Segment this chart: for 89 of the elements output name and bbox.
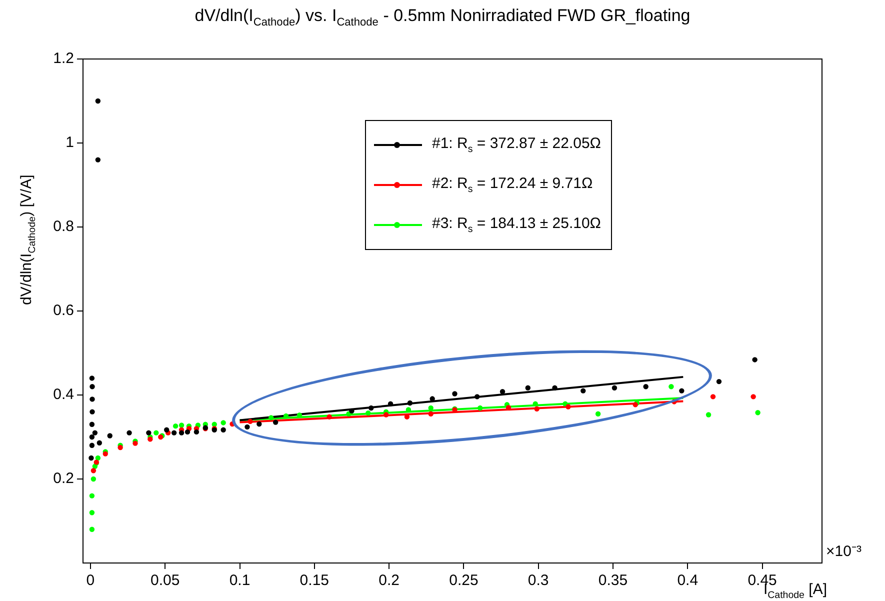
point	[452, 391, 458, 396]
point	[706, 412, 712, 418]
point	[178, 430, 184, 436]
point	[95, 455, 101, 461]
point	[566, 404, 571, 410]
point	[90, 384, 95, 390]
point	[95, 157, 101, 162]
point	[430, 396, 435, 402]
x-tick-label: 0.2	[378, 572, 400, 590]
point	[580, 388, 586, 394]
point	[172, 423, 178, 429]
point	[679, 388, 684, 394]
x-tick-label: 0.15	[300, 572, 330, 590]
point	[366, 410, 371, 416]
point	[88, 455, 94, 461]
y-tick-label: 1	[66, 134, 74, 152]
point	[388, 401, 394, 406]
point	[146, 430, 152, 436]
point	[95, 98, 101, 104]
point	[89, 376, 95, 381]
point	[89, 510, 95, 516]
point	[248, 418, 253, 424]
point	[268, 415, 274, 420]
point	[752, 357, 758, 362]
x-tick-label: 0.4	[677, 572, 698, 590]
point	[474, 394, 480, 400]
point	[90, 476, 96, 482]
point	[126, 430, 132, 436]
point	[668, 384, 674, 390]
point	[283, 413, 289, 419]
point	[407, 400, 413, 406]
text: ×10⁻³	[826, 542, 862, 560]
x-tick-label: 0	[86, 572, 95, 590]
point	[612, 385, 618, 390]
x-tick-label: 0.35	[598, 572, 628, 590]
point	[368, 405, 374, 411]
point	[96, 440, 102, 446]
y-tick-label: 0.8	[53, 218, 74, 236]
x-tick-label: 0.3	[528, 572, 549, 590]
point	[428, 411, 434, 416]
point	[171, 430, 177, 436]
point	[89, 422, 95, 427]
point	[184, 429, 190, 435]
point	[107, 433, 112, 438]
legend-label: #1: R$_{s}$ = 372.87 ± 22.05Ω	[432, 135, 602, 155]
legend-label: #2: R$_{s}$ = 172.24 ± 9.71Ω	[432, 175, 593, 195]
point	[220, 420, 226, 426]
point	[89, 493, 95, 498]
x-tick-label: 0.05	[150, 572, 180, 590]
point	[532, 401, 538, 406]
point	[716, 378, 722, 384]
chart-title: dV/dln(I$_{Cathode}$) vs. I$_{Cathode}$ - 0.5mm Nonirradiated FWD GR_floating	[194, 6, 692, 28]
legend-label: #3: R$_{s}$ = 184.13 ± 25.10Ω	[432, 215, 602, 235]
y-tick-label: 0.4	[53, 386, 74, 404]
point	[755, 410, 760, 416]
point	[89, 442, 95, 448]
point	[552, 385, 558, 390]
point	[89, 434, 95, 440]
point	[244, 424, 250, 430]
point	[256, 421, 262, 427]
point	[326, 414, 332, 420]
point	[148, 436, 153, 442]
point	[118, 444, 123, 450]
point	[525, 385, 530, 390]
point	[349, 408, 354, 414]
y-tick-label: 0.6	[53, 302, 74, 320]
point	[178, 422, 184, 428]
point	[194, 429, 200, 435]
point	[92, 430, 98, 436]
point	[710, 394, 716, 400]
point	[90, 409, 95, 414]
y-tick-label: 0.2	[53, 470, 74, 488]
point	[154, 430, 159, 436]
point	[272, 420, 278, 425]
point	[534, 406, 540, 412]
point	[478, 405, 483, 411]
point	[383, 412, 389, 418]
point	[89, 526, 95, 532]
point	[643, 384, 648, 390]
point	[750, 394, 756, 400]
point	[164, 427, 170, 432]
point	[90, 468, 96, 474]
point	[220, 427, 226, 432]
x-tick-label: 0.25	[449, 572, 478, 590]
y-tick-label: 1.2	[53, 50, 74, 68]
point	[500, 389, 506, 394]
point	[90, 396, 95, 402]
point	[595, 411, 601, 416]
x-tick-label: 0.1	[229, 572, 250, 590]
